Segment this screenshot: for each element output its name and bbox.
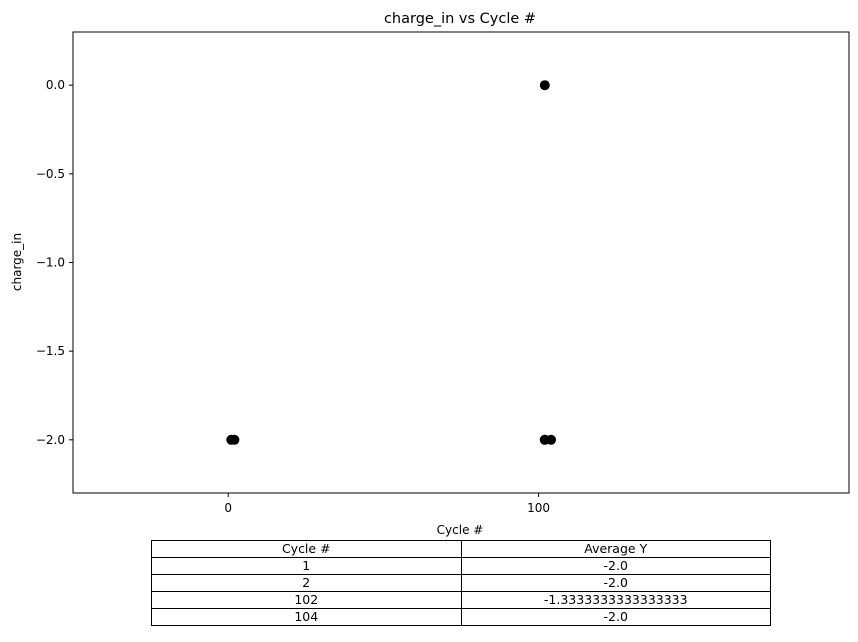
summary-table: Cycle # Average Y 1 -2.0 2 -2.0 102 -1.3… bbox=[151, 540, 771, 626]
table-cell: -1.3333333333333333 bbox=[460, 591, 771, 609]
plot-area bbox=[72, 31, 850, 494]
y-tick-label: −1.0 bbox=[36, 256, 65, 270]
table-cell: 1 bbox=[151, 557, 462, 575]
chart-title: charge_in vs Cycle # bbox=[384, 11, 536, 27]
column-header-average-y: Average Y bbox=[460, 540, 771, 558]
y-tick-label: −2.0 bbox=[36, 433, 65, 447]
table-cell: 102 bbox=[151, 591, 462, 609]
x-axis-label: Cycle # bbox=[437, 523, 484, 537]
table-header-row: Cycle # Average Y bbox=[151, 540, 771, 558]
table-row: 104 -2.0 bbox=[151, 608, 771, 626]
table-cell: -2.0 bbox=[460, 574, 771, 592]
x-tick-label: 100 bbox=[527, 501, 550, 515]
y-tick-label: −0.5 bbox=[36, 167, 65, 181]
data-point bbox=[539, 80, 550, 91]
y-tick-label: −1.5 bbox=[36, 344, 65, 358]
table-row: 1 -2.0 bbox=[151, 557, 771, 575]
y-tick-label: 0.0 bbox=[46, 78, 65, 92]
data-point bbox=[546, 434, 557, 445]
table-cell: 2 bbox=[151, 574, 462, 592]
x-axis: 0 100 bbox=[224, 493, 550, 515]
table-row: 2 -2.0 bbox=[151, 574, 771, 592]
table-cell: 104 bbox=[151, 608, 462, 626]
y-axis: 0.0 −0.5 −1.0 −1.5 −2.0 bbox=[36, 78, 73, 447]
column-header-cycle: Cycle # bbox=[151, 540, 462, 558]
table-cell: -2.0 bbox=[460, 608, 771, 626]
y-axis-label: charge_in bbox=[10, 233, 24, 291]
table-row: 102 -1.3333333333333333 bbox=[151, 591, 771, 609]
table-cell: -2.0 bbox=[460, 557, 771, 575]
data-point bbox=[229, 434, 240, 445]
data-points bbox=[226, 80, 557, 445]
x-tick-label: 0 bbox=[224, 501, 232, 515]
